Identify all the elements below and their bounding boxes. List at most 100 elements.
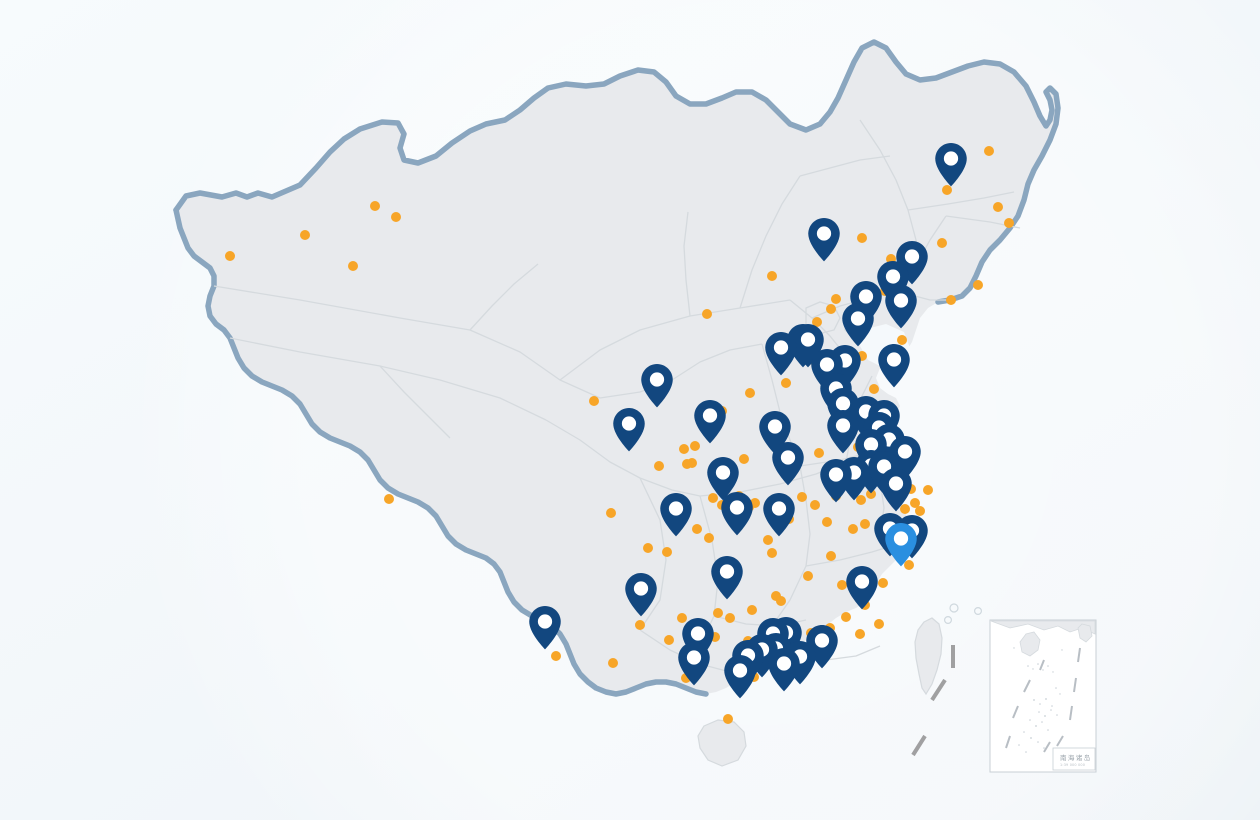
city-dot[interactable] xyxy=(767,548,777,558)
city-dot[interactable] xyxy=(300,230,310,240)
city-dot[interactable] xyxy=(608,658,618,668)
city-dot[interactable] xyxy=(803,571,813,581)
pin-inner-circle xyxy=(863,437,879,452)
city-dot[interactable] xyxy=(682,459,692,469)
city-dot[interactable] xyxy=(781,378,791,388)
city-dot[interactable] xyxy=(704,533,714,543)
office-pin[interactable] xyxy=(935,143,967,187)
city-dot[interactable] xyxy=(973,280,983,290)
office-pin[interactable] xyxy=(827,410,859,454)
office-pin[interactable] xyxy=(711,556,743,600)
office-pin[interactable] xyxy=(641,364,673,408)
office-pin[interactable] xyxy=(878,344,910,388)
office-pin[interactable] xyxy=(724,655,756,699)
city-dot[interactable] xyxy=(664,635,674,645)
office-pin[interactable] xyxy=(660,493,692,537)
city-dot[interactable] xyxy=(826,551,836,561)
city-dot[interactable] xyxy=(643,543,653,553)
city-dot[interactable] xyxy=(904,560,914,570)
city-dot[interactable] xyxy=(384,494,394,504)
city-dot[interactable] xyxy=(923,485,933,495)
city-dot[interactable] xyxy=(984,146,994,156)
city-dot[interactable] xyxy=(942,185,952,195)
city-dot[interactable] xyxy=(713,608,723,618)
office-pin[interactable] xyxy=(765,332,797,376)
city-dot[interactable] xyxy=(848,524,858,534)
city-dot[interactable] xyxy=(677,613,687,623)
office-pin[interactable] xyxy=(885,285,917,329)
office-pin[interactable] xyxy=(842,303,874,347)
city-dot[interactable] xyxy=(855,629,865,639)
city-dot[interactable] xyxy=(841,612,851,622)
city-dot[interactable] xyxy=(937,238,947,248)
city-dot[interactable] xyxy=(797,492,807,502)
dash-line-segments xyxy=(911,645,955,757)
office-pin[interactable] xyxy=(613,408,645,452)
city-dot[interactable] xyxy=(747,605,757,615)
office-pin[interactable] xyxy=(768,648,800,692)
city-dot[interactable] xyxy=(831,294,841,304)
city-dot[interactable] xyxy=(225,251,235,261)
city-dot[interactable] xyxy=(946,295,956,305)
city-dot[interactable] xyxy=(874,619,884,629)
city-dot[interactable] xyxy=(723,714,733,724)
city-dot[interactable] xyxy=(391,212,401,222)
city-dot[interactable] xyxy=(348,261,358,271)
office-pin[interactable] xyxy=(694,400,726,444)
city-dot[interactable] xyxy=(370,201,380,211)
office-pin[interactable] xyxy=(763,493,795,537)
office-pin[interactable] xyxy=(880,468,912,512)
city-dot[interactable] xyxy=(725,613,735,623)
city-dot[interactable] xyxy=(822,517,832,527)
south-china-sea-inset[interactable]: 南海诸岛 1:39 000 000 xyxy=(989,619,1097,773)
city-dot[interactable] xyxy=(739,454,749,464)
city-dot[interactable] xyxy=(856,495,866,505)
office-pin[interactable] xyxy=(625,573,657,617)
city-dot[interactable] xyxy=(635,620,645,630)
city-dot[interactable] xyxy=(551,651,561,661)
office-pin[interactable] xyxy=(707,457,739,501)
office-pin[interactable] xyxy=(820,459,852,503)
city-dot[interactable] xyxy=(915,506,925,516)
city-dot[interactable] xyxy=(702,309,712,319)
pin-inner-circle xyxy=(732,663,748,678)
city-dot[interactable] xyxy=(763,535,773,545)
city-dot[interactable] xyxy=(993,202,1003,212)
office-pin[interactable] xyxy=(808,218,840,262)
city-dot[interactable] xyxy=(654,461,664,471)
city-dot[interactable] xyxy=(679,444,689,454)
city-dot[interactable] xyxy=(897,335,907,345)
city-dot[interactable] xyxy=(606,508,616,518)
city-dot[interactable] xyxy=(589,396,599,406)
city-dot[interactable] xyxy=(662,547,672,557)
city-dot[interactable] xyxy=(869,384,879,394)
office-pin[interactable] xyxy=(721,492,753,536)
city-dot[interactable] xyxy=(767,271,777,281)
city-dot[interactable] xyxy=(776,596,786,606)
city-dot[interactable] xyxy=(837,580,847,590)
city-dot[interactable] xyxy=(900,504,910,514)
city-dot[interactable] xyxy=(690,441,700,451)
office-pin-layer[interactable] xyxy=(529,143,967,699)
office-pin[interactable] xyxy=(846,566,878,610)
office-pin[interactable] xyxy=(529,606,561,650)
city-dot[interactable] xyxy=(878,578,888,588)
city-dot[interactable] xyxy=(810,500,820,510)
pin-inner-circle xyxy=(800,332,816,347)
city-dot[interactable] xyxy=(910,498,920,508)
city-dot[interactable] xyxy=(814,448,824,458)
city-dot[interactable] xyxy=(812,317,822,327)
city-dot[interactable] xyxy=(826,304,836,314)
office-pin-selected[interactable] xyxy=(885,523,917,567)
city-dot[interactable] xyxy=(745,388,755,398)
city-dot[interactable] xyxy=(1004,218,1014,228)
city-dot[interactable] xyxy=(708,493,718,503)
city-dot[interactable] xyxy=(692,524,702,534)
city-dot[interactable] xyxy=(866,489,876,499)
city-dot[interactable] xyxy=(857,233,867,243)
city-dot[interactable] xyxy=(860,519,870,529)
office-pin[interactable] xyxy=(678,642,710,686)
office-pin[interactable] xyxy=(772,442,804,486)
